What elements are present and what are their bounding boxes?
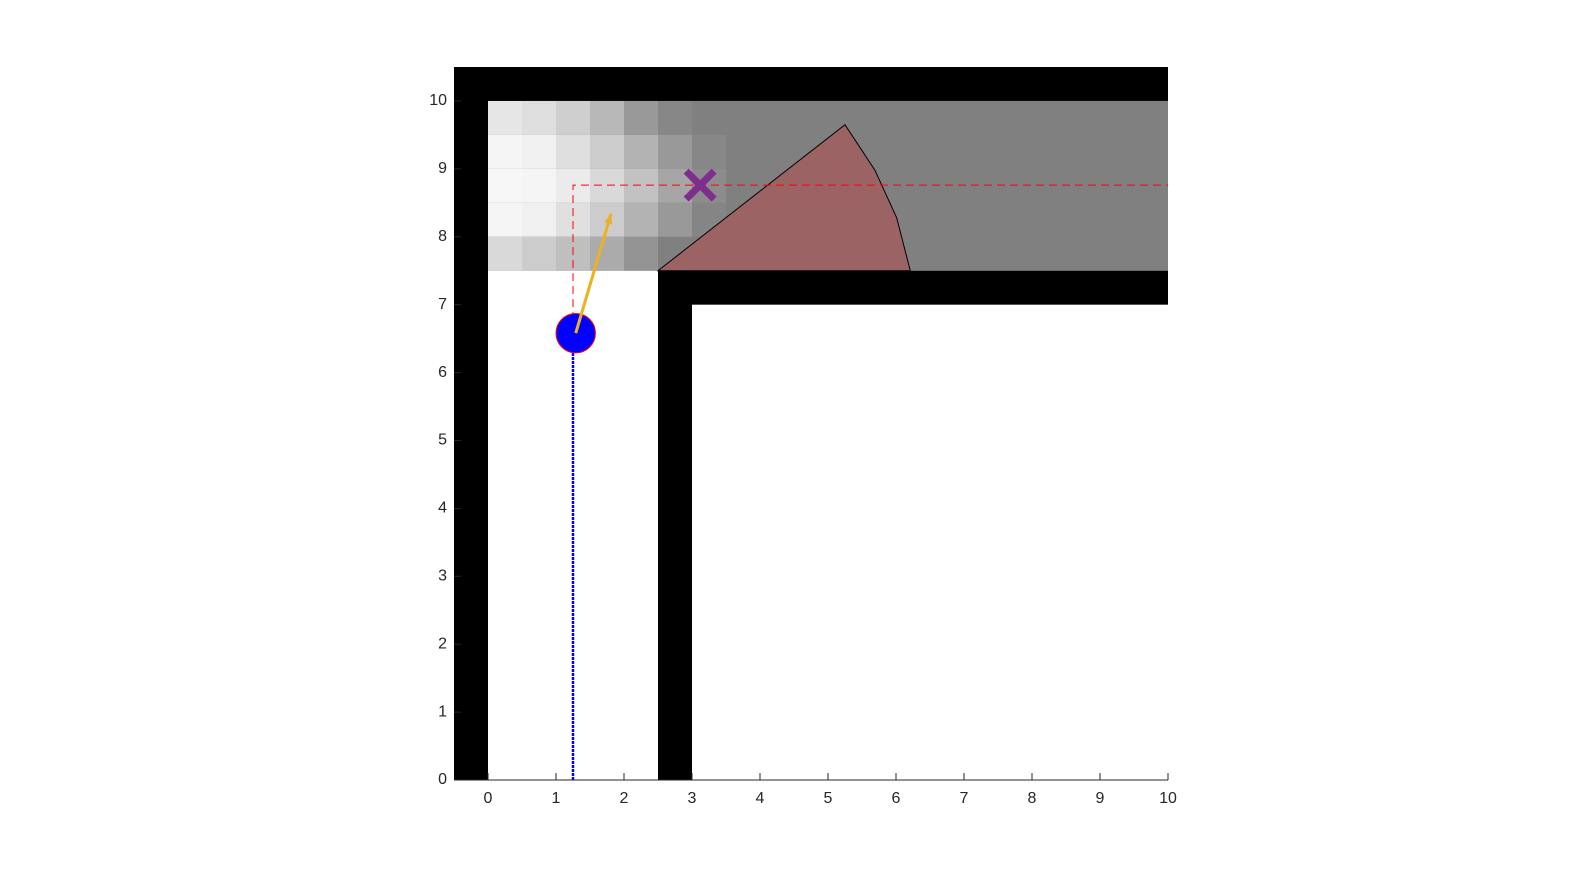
heatmap-cell (590, 100, 624, 135)
x-tick-label: 1 (552, 790, 561, 807)
heatmap-cell (488, 168, 522, 203)
y-tick-label: 6 (438, 364, 447, 381)
heading-arrow-head (604, 213, 613, 225)
x-tick-label: 7 (960, 790, 969, 807)
heatmap-cell (488, 202, 522, 237)
y-tick-label: 5 (438, 432, 447, 449)
heatmap-cell (658, 134, 692, 169)
heatmap-cell (692, 100, 726, 135)
heatmap-cell (488, 236, 522, 271)
heatmap-cell (658, 100, 692, 135)
y-tick-label: 2 (438, 635, 447, 652)
wall (454, 67, 488, 780)
heatmap-cell (488, 134, 522, 169)
y-tick-label: 3 (438, 568, 447, 585)
y-tick-label: 7 (438, 296, 447, 313)
wall (658, 270, 1168, 305)
heatmap-cell (590, 134, 624, 169)
y-tick-label: 0 (438, 771, 447, 788)
heatmap-cell (522, 134, 556, 169)
heading-arrow (574, 213, 613, 334)
x-tick-label: 10 (1159, 790, 1177, 807)
heatmap-cell (624, 100, 658, 135)
heatmap-cell (522, 100, 556, 135)
heatmap-cell (522, 236, 556, 271)
heatmap-cell (556, 100, 590, 135)
x-tick-label: 4 (756, 790, 765, 807)
planned-path (572, 184, 1168, 334)
y-tick-label: 8 (438, 228, 447, 245)
heatmap-cell (624, 236, 658, 271)
heatmap-cell (590, 168, 624, 203)
y-tick-label: 1 (438, 703, 447, 720)
x-tick-label: 0 (484, 790, 493, 807)
x-tick-label: 3 (688, 790, 697, 807)
heatmap-cell (624, 168, 658, 203)
y-tick-label: 10 (429, 92, 447, 109)
wall (454, 67, 1168, 101)
wall (658, 270, 692, 780)
y-tick-label: 9 (438, 160, 447, 177)
x-tick-label: 9 (1096, 790, 1105, 807)
x-tick-label: 5 (824, 790, 833, 807)
x-tick-label: 6 (892, 790, 901, 807)
heatmap-cell (488, 100, 522, 135)
x-tick-label: 2 (620, 790, 629, 807)
heatmap-cell (658, 202, 692, 237)
goal-marker (683, 168, 717, 202)
x-tick-label: 8 (1028, 790, 1037, 807)
y-tick-label: 4 (438, 500, 447, 517)
heatmap-cell (556, 202, 590, 237)
heatmap-cell (624, 134, 658, 169)
heatmap-cell (522, 168, 556, 203)
heatmap-cell (692, 134, 726, 169)
heatmap-cell (556, 134, 590, 169)
heatmap-cell (624, 202, 658, 237)
heatmap-cell (522, 202, 556, 237)
